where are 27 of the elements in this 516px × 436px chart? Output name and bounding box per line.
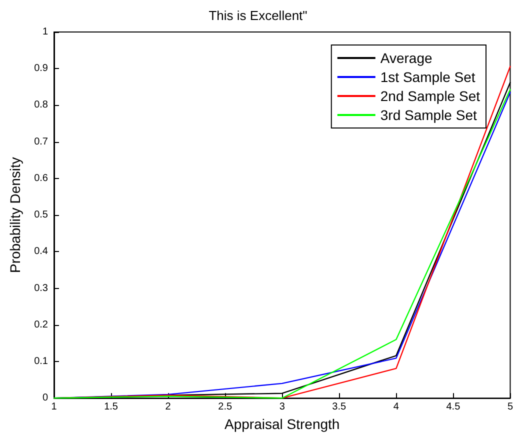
x-tick-label: 4.5 bbox=[446, 402, 461, 413]
y-tick-label: 0.8 bbox=[34, 100, 48, 111]
y-tick-label: 0.7 bbox=[34, 136, 48, 148]
x-tick-label: 2 bbox=[165, 402, 172, 413]
y-tick-label: 0.3 bbox=[34, 282, 48, 294]
y-tick-label: 0.9 bbox=[34, 63, 48, 74]
x-tick-label: 4 bbox=[393, 402, 400, 413]
chart-title: This is Excellent" bbox=[208, 8, 308, 23]
x-axis-title: Appraisal Strength bbox=[224, 416, 340, 432]
x-tick-label: 3.5 bbox=[332, 402, 347, 413]
legend-label: Average bbox=[380, 50, 432, 66]
y-tick-label: 1 bbox=[42, 26, 48, 38]
y-axis-title: Probability Density bbox=[7, 157, 23, 274]
legend-label: 1st Sample Set bbox=[380, 69, 476, 85]
x-tick-label: 5 bbox=[507, 402, 514, 413]
x-tick-label: 1.5 bbox=[104, 402, 118, 413]
x-tick-label: 3 bbox=[279, 402, 286, 413]
legend-label: 3rd Sample Set bbox=[380, 107, 477, 123]
x-tick-label: 2.5 bbox=[218, 402, 232, 413]
y-tick-label: 0 bbox=[42, 392, 48, 404]
y-tick-label: 0.5 bbox=[34, 210, 48, 221]
y-tick-label: 0.2 bbox=[34, 319, 48, 330]
y-tick-label: 0.1 bbox=[34, 356, 48, 367]
x-tick-label: 1 bbox=[51, 402, 58, 413]
y-tick-label: 0.4 bbox=[34, 246, 48, 258]
legend-label: 2nd Sample Set bbox=[380, 88, 480, 104]
y-tick-label: 0.6 bbox=[34, 172, 48, 184]
